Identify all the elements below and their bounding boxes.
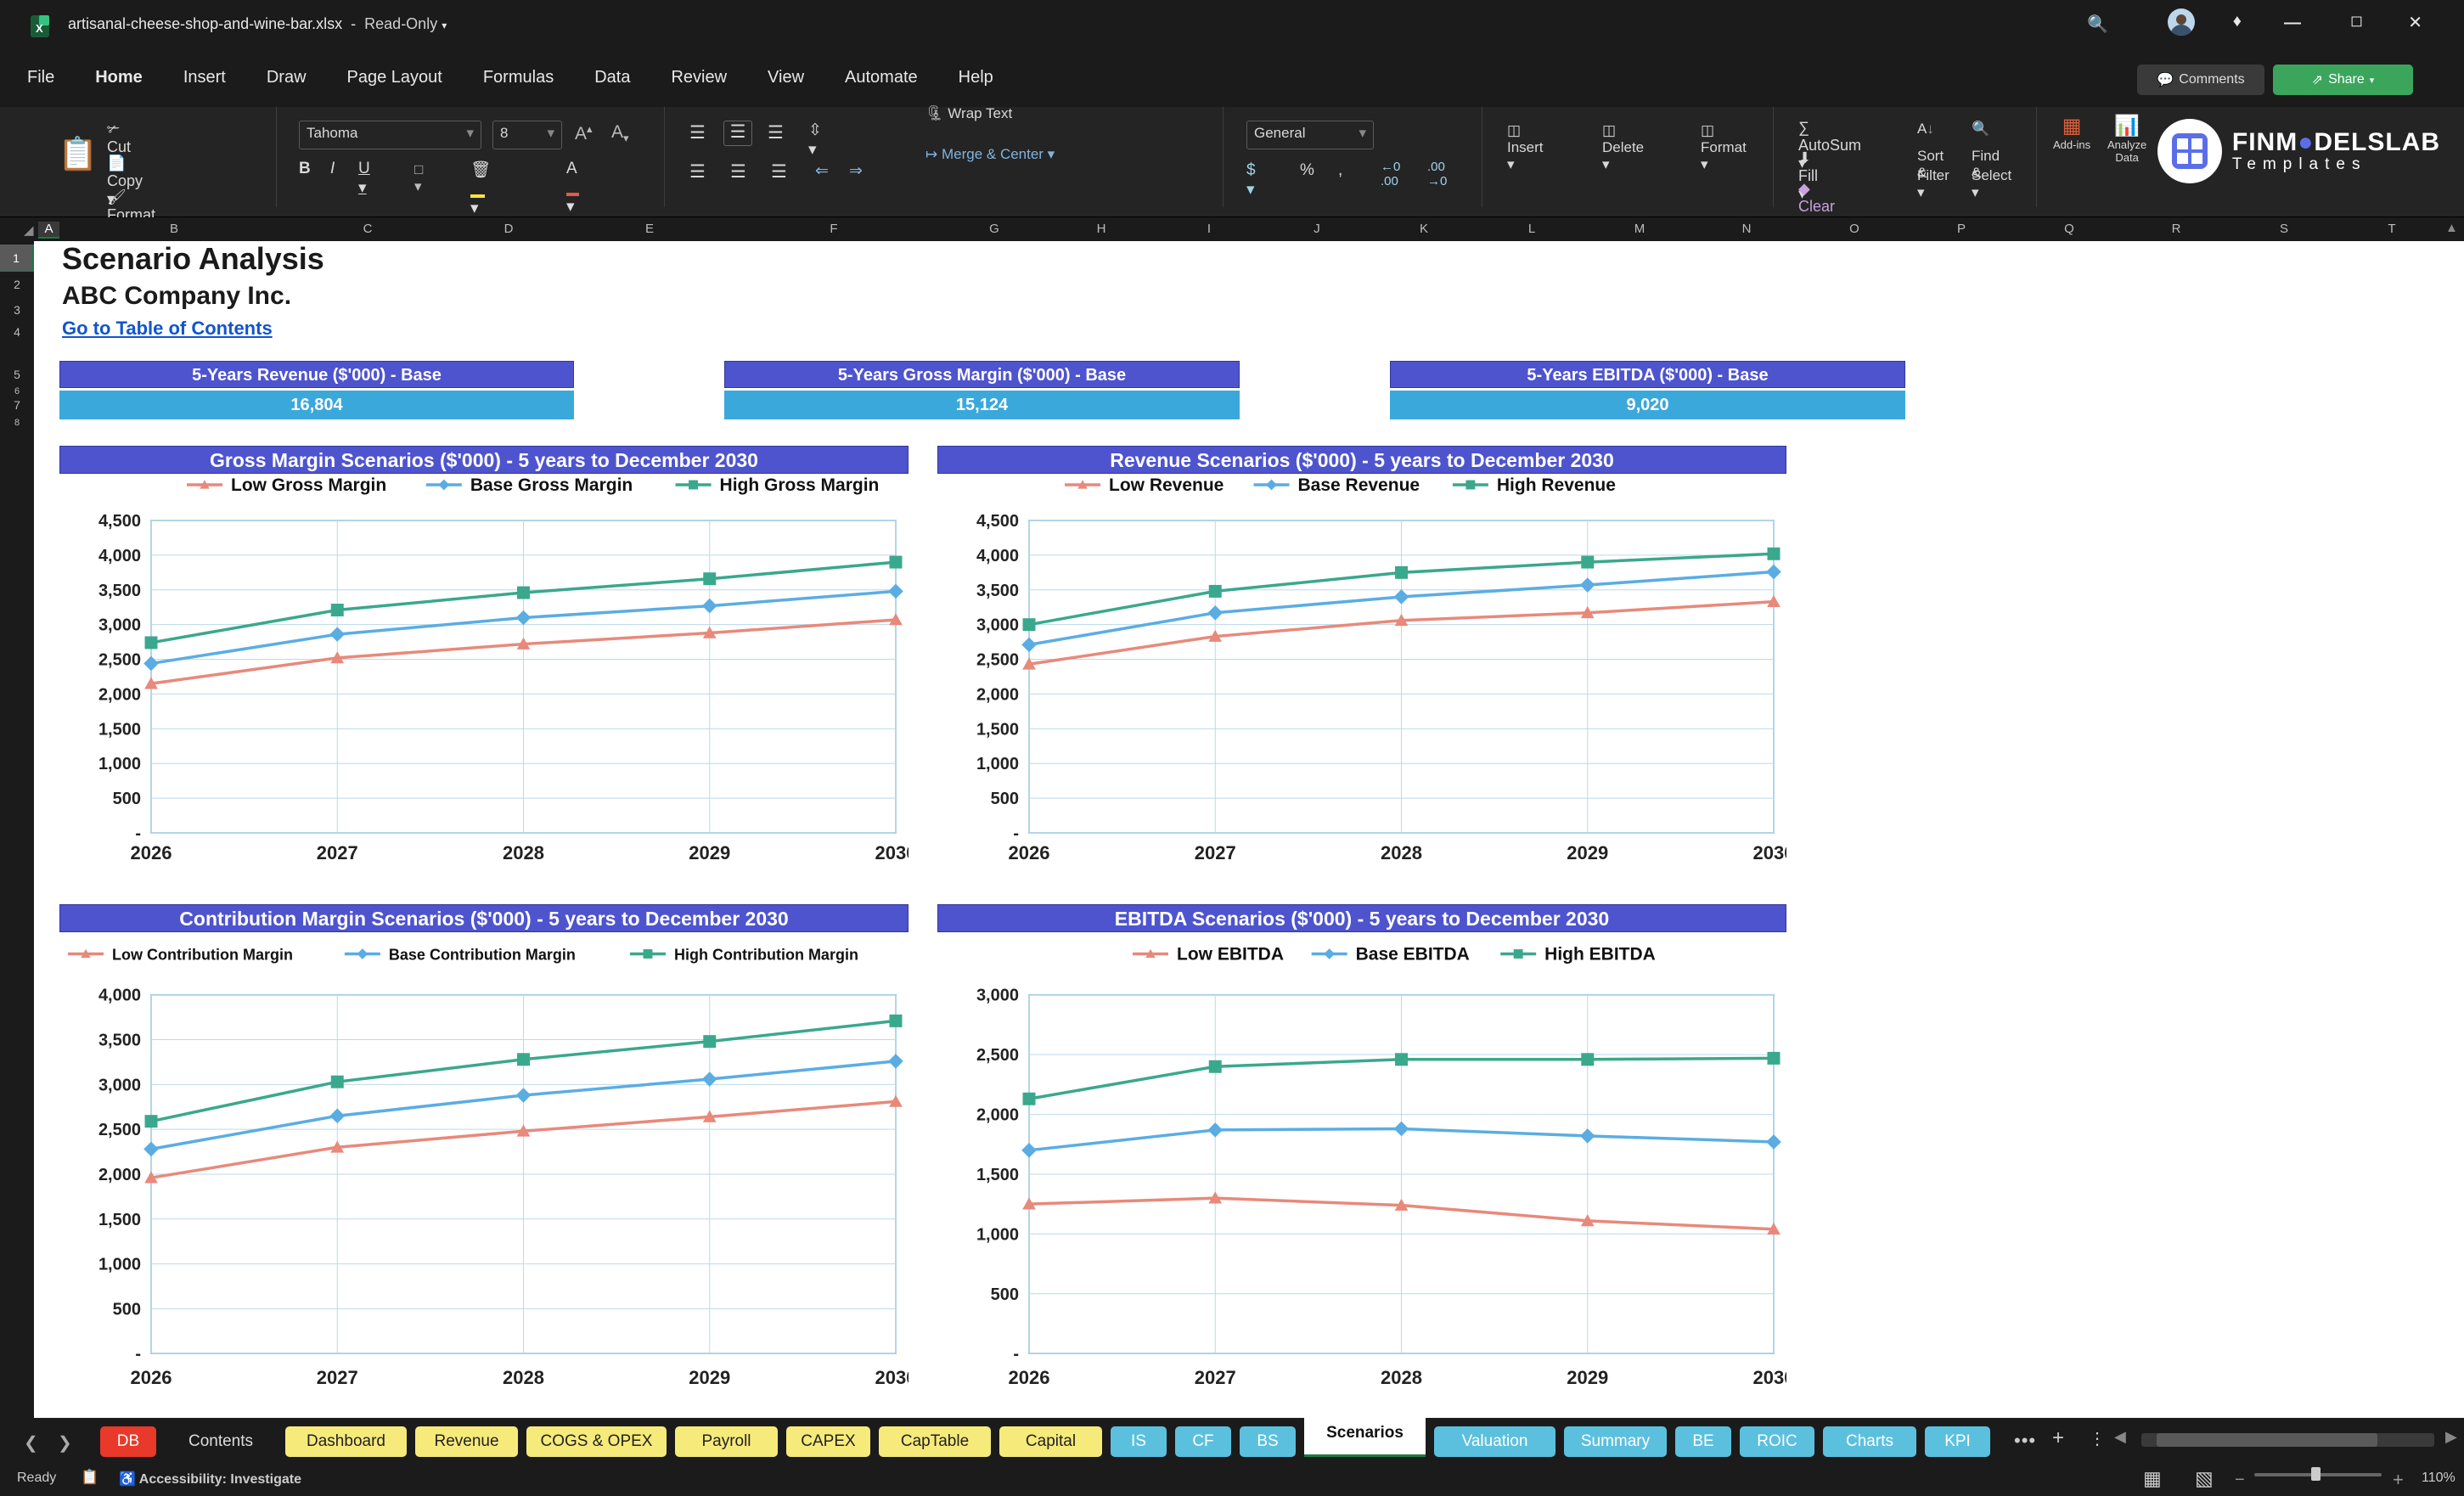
svg-text:2030: 2030	[875, 842, 909, 863]
svg-text:4,000: 4,000	[98, 987, 141, 1005]
svg-text:1,500: 1,500	[976, 1166, 1019, 1184]
svg-text:Base Revenue: Base Revenue	[1298, 475, 1420, 495]
svg-text:3,500: 3,500	[98, 582, 141, 600]
svg-text:High Revenue: High Revenue	[1497, 475, 1616, 495]
svg-text:-: -	[135, 824, 141, 843]
svg-text:2030: 2030	[1753, 842, 1786, 863]
svg-text:Base EBITDA: Base EBITDA	[1356, 945, 1470, 965]
svg-text:High Gross Margin: High Gross Margin	[720, 475, 880, 495]
svg-text:3,500: 3,500	[98, 1032, 141, 1050]
svg-text:2,500: 2,500	[98, 1121, 141, 1139]
svg-text:-: -	[1013, 1345, 1019, 1364]
svg-text:2026: 2026	[131, 1367, 172, 1388]
svg-text:4,500: 4,500	[98, 512, 141, 531]
svg-text:Base Gross Margin: Base Gross Margin	[470, 475, 633, 495]
svg-text:3,000: 3,000	[98, 1076, 141, 1094]
svg-text:3,000: 3,000	[98, 616, 141, 635]
svg-text:2026: 2026	[131, 842, 172, 863]
svg-text:500: 500	[113, 790, 141, 808]
svg-text:2,500: 2,500	[976, 1046, 1019, 1065]
svg-text:1,000: 1,000	[98, 755, 141, 773]
svg-text:High Contribution Margin: High Contribution Margin	[674, 947, 858, 964]
svg-text:-: -	[135, 1345, 141, 1364]
svg-text:3,000: 3,000	[976, 616, 1019, 635]
svg-text:2028: 2028	[1381, 1367, 1422, 1388]
svg-text:500: 500	[991, 790, 1019, 808]
svg-text:2027: 2027	[317, 842, 358, 863]
svg-text:2026: 2026	[1009, 842, 1050, 863]
svg-text:2028: 2028	[503, 1367, 544, 1388]
svg-text:1,000: 1,000	[98, 1256, 141, 1274]
svg-text:High EBITDA: High EBITDA	[1544, 945, 1656, 965]
svg-text:2030: 2030	[1753, 1367, 1786, 1388]
svg-text:2027: 2027	[1195, 1367, 1236, 1388]
svg-text:2,000: 2,000	[976, 1106, 1019, 1125]
svg-text:1,000: 1,000	[976, 755, 1019, 773]
svg-text:Low Revenue: Low Revenue	[1109, 475, 1224, 495]
svg-text:1,500: 1,500	[98, 720, 141, 739]
svg-text:2027: 2027	[1195, 842, 1236, 863]
svg-text:2,500: 2,500	[98, 651, 141, 670]
svg-text:4,000: 4,000	[976, 547, 1019, 565]
svg-text:2026: 2026	[1009, 1367, 1050, 1388]
svg-text:2029: 2029	[1567, 842, 1608, 863]
svg-text:Base Contribution Margin: Base Contribution Margin	[389, 947, 576, 964]
svg-text:2,500: 2,500	[976, 651, 1019, 670]
svg-text:Low Gross Margin: Low Gross Margin	[231, 475, 386, 495]
svg-text:Low EBITDA: Low EBITDA	[1177, 945, 1284, 965]
svg-text:500: 500	[113, 1300, 141, 1319]
svg-text:2029: 2029	[689, 842, 730, 863]
svg-text:3,500: 3,500	[976, 582, 1019, 600]
svg-text:X: X	[36, 22, 43, 35]
svg-text:2027: 2027	[317, 1367, 358, 1388]
svg-text:Low Contribution Margin: Low Contribution Margin	[112, 947, 293, 964]
svg-text:2029: 2029	[689, 1367, 730, 1388]
svg-text:2028: 2028	[1381, 842, 1422, 863]
svg-text:500: 500	[991, 1285, 1019, 1304]
svg-text:1,000: 1,000	[976, 1225, 1019, 1244]
svg-text:2030: 2030	[875, 1367, 909, 1388]
svg-text:2028: 2028	[503, 842, 544, 863]
svg-text:3,000: 3,000	[976, 987, 1019, 1005]
svg-text:2,000: 2,000	[98, 685, 141, 704]
svg-text:1,500: 1,500	[98, 1211, 141, 1229]
svg-text:2,000: 2,000	[98, 1166, 141, 1184]
svg-text:4,500: 4,500	[976, 512, 1019, 531]
svg-text:4,000: 4,000	[98, 547, 141, 565]
svg-text:2029: 2029	[1567, 1367, 1608, 1388]
svg-text:1,500: 1,500	[976, 720, 1019, 739]
svg-text:2,000: 2,000	[976, 685, 1019, 704]
svg-text:-: -	[1013, 824, 1019, 843]
